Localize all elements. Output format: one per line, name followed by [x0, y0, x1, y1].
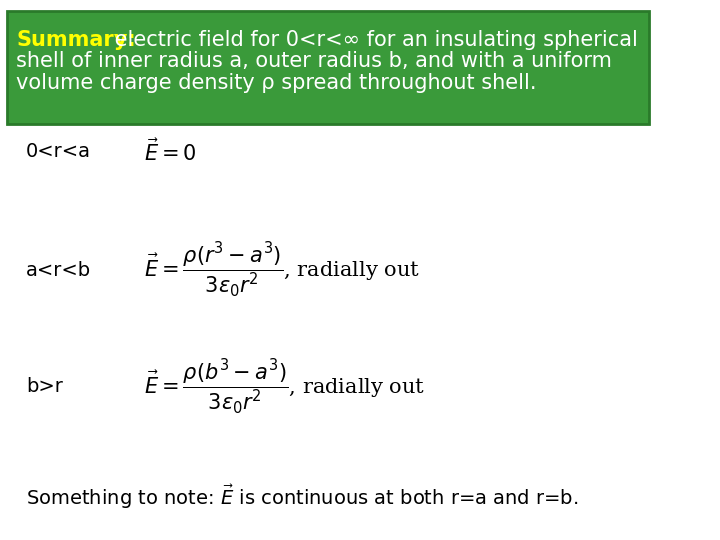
- Text: b>r: b>r: [26, 376, 63, 396]
- Text: $\vec{E} = \dfrac{\rho\left(r^3 - a^3\right)}{3\varepsilon_0 r^2}$, radially out: $\vec{E} = \dfrac{\rho\left(r^3 - a^3\ri…: [144, 240, 420, 300]
- Text: Something to note: $\vec{E}$ is continuous at both r=a and r=b.: Something to note: $\vec{E}$ is continuo…: [26, 483, 579, 511]
- Text: a<r<b: a<r<b: [26, 260, 91, 280]
- Text: $\vec{E} = 0$: $\vec{E} = 0$: [144, 138, 197, 165]
- Text: electric field for 0<r<∞ for an insulating spherical: electric field for 0<r<∞ for an insulati…: [108, 30, 638, 50]
- Text: Summary:: Summary:: [17, 30, 136, 50]
- Text: 0<r<a: 0<r<a: [26, 141, 91, 161]
- Text: $\vec{E} = \dfrac{\rho\left(b^3 - a^3\right)}{3\varepsilon_0 r^2}$, radially out: $\vec{E} = \dfrac{\rho\left(b^3 - a^3\ri…: [144, 356, 426, 416]
- Text: volume charge density ρ spread throughout shell.: volume charge density ρ spread throughou…: [17, 73, 537, 93]
- FancyBboxPatch shape: [6, 11, 649, 124]
- Text: shell of inner radius a, outer radius b, and with a uniform: shell of inner radius a, outer radius b,…: [17, 51, 612, 71]
